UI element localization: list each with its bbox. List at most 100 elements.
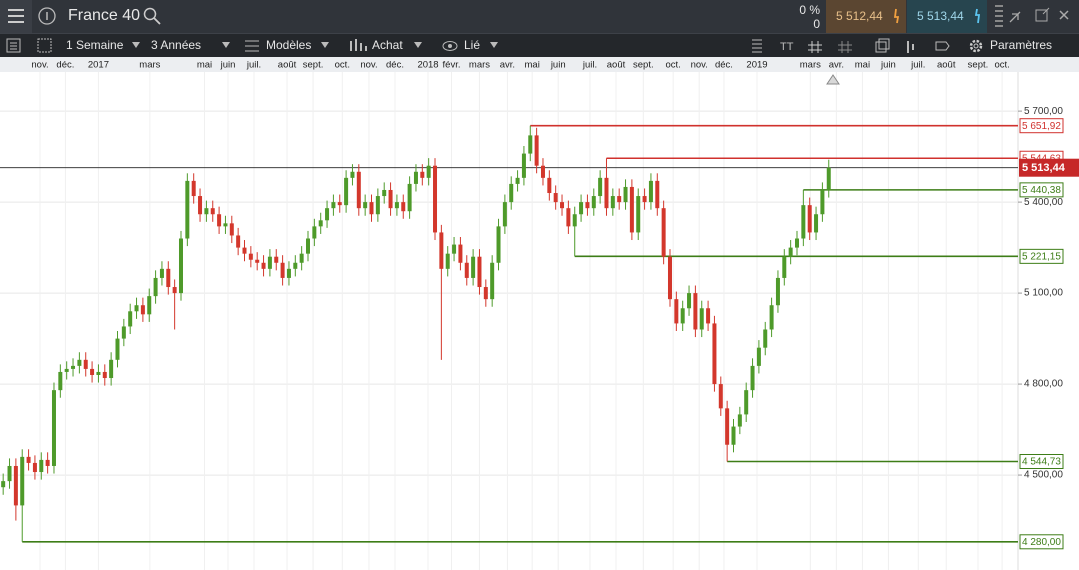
models-select[interactable]: Modèles xyxy=(266,38,312,52)
x-tick-label: déc. xyxy=(715,60,733,71)
menu-icon[interactable] xyxy=(0,0,32,33)
settings-button[interactable]: Paramètres xyxy=(990,38,1053,52)
x-tick-label: juil. xyxy=(910,60,925,71)
x-tick-label: mai xyxy=(855,60,870,71)
window-icons[interactable] xyxy=(990,0,1079,33)
candle-body xyxy=(45,459,50,466)
level-label: 5 440,38 xyxy=(1022,185,1061,196)
current-price-box xyxy=(1019,158,1079,177)
candle-body xyxy=(185,180,190,239)
caret xyxy=(132,42,140,48)
x-tick-label: juil. xyxy=(246,60,261,71)
candle-body xyxy=(490,262,495,300)
candle-body xyxy=(655,180,660,209)
x-tick-label: juil. xyxy=(582,60,597,71)
candle-body xyxy=(115,338,120,360)
link-select[interactable]: Lié xyxy=(464,38,481,52)
x-tick-label: mai xyxy=(525,60,540,71)
candle-body xyxy=(547,177,552,194)
buy-button[interactable]: 5 513,44 xyxy=(907,0,987,33)
candle-body xyxy=(445,253,450,269)
x-tick-label: mai xyxy=(197,60,212,71)
tool-icons[interactable]: TT xyxy=(748,36,960,56)
x-tick-label: 2017 xyxy=(88,60,109,71)
candle-body xyxy=(496,226,501,263)
period-select[interactable]: 1 Semaine xyxy=(66,38,124,52)
candle-body xyxy=(439,232,444,269)
candle-body xyxy=(477,256,482,288)
x-tick-label: mars xyxy=(139,60,160,71)
candle-body xyxy=(642,196,647,203)
candle-body xyxy=(13,465,18,506)
candle-body xyxy=(693,293,698,330)
level-label: 5 221,15 xyxy=(1022,251,1061,262)
candle-body xyxy=(7,465,12,482)
candle-body xyxy=(731,426,736,445)
chart: 5 700,00 5 400,00 5 100,00 4 800,00 4 500,00… xyxy=(0,57,1079,570)
candle-body xyxy=(255,259,260,263)
sell-button[interactable]: 5 512,44 xyxy=(826,0,906,33)
x-tick-label: août xyxy=(607,60,626,71)
info-icon[interactable] xyxy=(33,0,61,33)
candle-body xyxy=(121,326,126,339)
candle-body xyxy=(763,329,768,348)
candle-body xyxy=(26,456,31,463)
candle-body xyxy=(96,371,101,375)
time-marker[interactable] xyxy=(826,74,840,85)
x-tick-label: juin xyxy=(220,60,236,71)
candle-body xyxy=(77,359,82,366)
candle-body xyxy=(331,202,336,209)
candle-body xyxy=(674,299,679,324)
layout-icons[interactable] xyxy=(5,37,57,55)
candle-body xyxy=(782,256,787,278)
instrument-name[interactable]: France 40 xyxy=(68,7,141,24)
y-tick-label: 4 800,00 xyxy=(1024,379,1063,390)
candle-body xyxy=(128,311,133,327)
candle-body xyxy=(166,268,171,288)
candle-body xyxy=(369,202,374,215)
candle-body xyxy=(515,177,520,184)
candle-body xyxy=(687,293,692,309)
change-percent: 0 % xyxy=(799,3,820,17)
candle-body xyxy=(318,220,323,227)
range-select[interactable]: 3 Années xyxy=(151,38,202,52)
candle-body xyxy=(471,256,476,278)
up-arrow xyxy=(974,8,981,24)
x-tick-label: nov. xyxy=(691,60,708,71)
candle-body xyxy=(407,183,412,212)
x-tick-label: sept. xyxy=(633,60,654,71)
candle-body xyxy=(464,262,469,278)
x-tick-label: 2019 xyxy=(746,60,767,71)
candle-body xyxy=(159,268,164,278)
x-tick-label: déc. xyxy=(386,60,404,71)
sell-price: 5 512,44 xyxy=(836,9,883,23)
candle-body xyxy=(820,189,825,215)
candle-body xyxy=(51,390,56,466)
candle-body xyxy=(458,244,463,263)
x-tick-label: nov. xyxy=(31,60,48,71)
candle-body xyxy=(217,214,222,227)
x-tick-label: août xyxy=(278,60,297,71)
x-tick-label: sept. xyxy=(303,60,324,71)
order-select[interactable]: Achat xyxy=(372,38,403,52)
x-tick-label: oct. xyxy=(335,60,350,71)
x-tick-label: août xyxy=(937,60,956,71)
candle-body xyxy=(744,390,749,415)
candle-body xyxy=(382,189,387,197)
candle-body xyxy=(604,177,609,209)
candle-body xyxy=(223,223,228,227)
level-label-box xyxy=(1019,118,1064,134)
candle-body xyxy=(236,235,241,248)
x-tick-label: 2018 xyxy=(417,60,438,71)
candle-body xyxy=(807,205,812,233)
candle-body xyxy=(388,189,393,209)
caret xyxy=(321,42,329,48)
x-tick-label: févr. xyxy=(443,60,461,71)
candle-body xyxy=(801,205,806,239)
caret xyxy=(414,42,422,48)
order-icon xyxy=(350,39,367,51)
candle-body xyxy=(134,305,139,312)
search-icon[interactable] xyxy=(142,6,162,26)
candle-body xyxy=(667,256,672,300)
candle-body xyxy=(204,208,209,215)
